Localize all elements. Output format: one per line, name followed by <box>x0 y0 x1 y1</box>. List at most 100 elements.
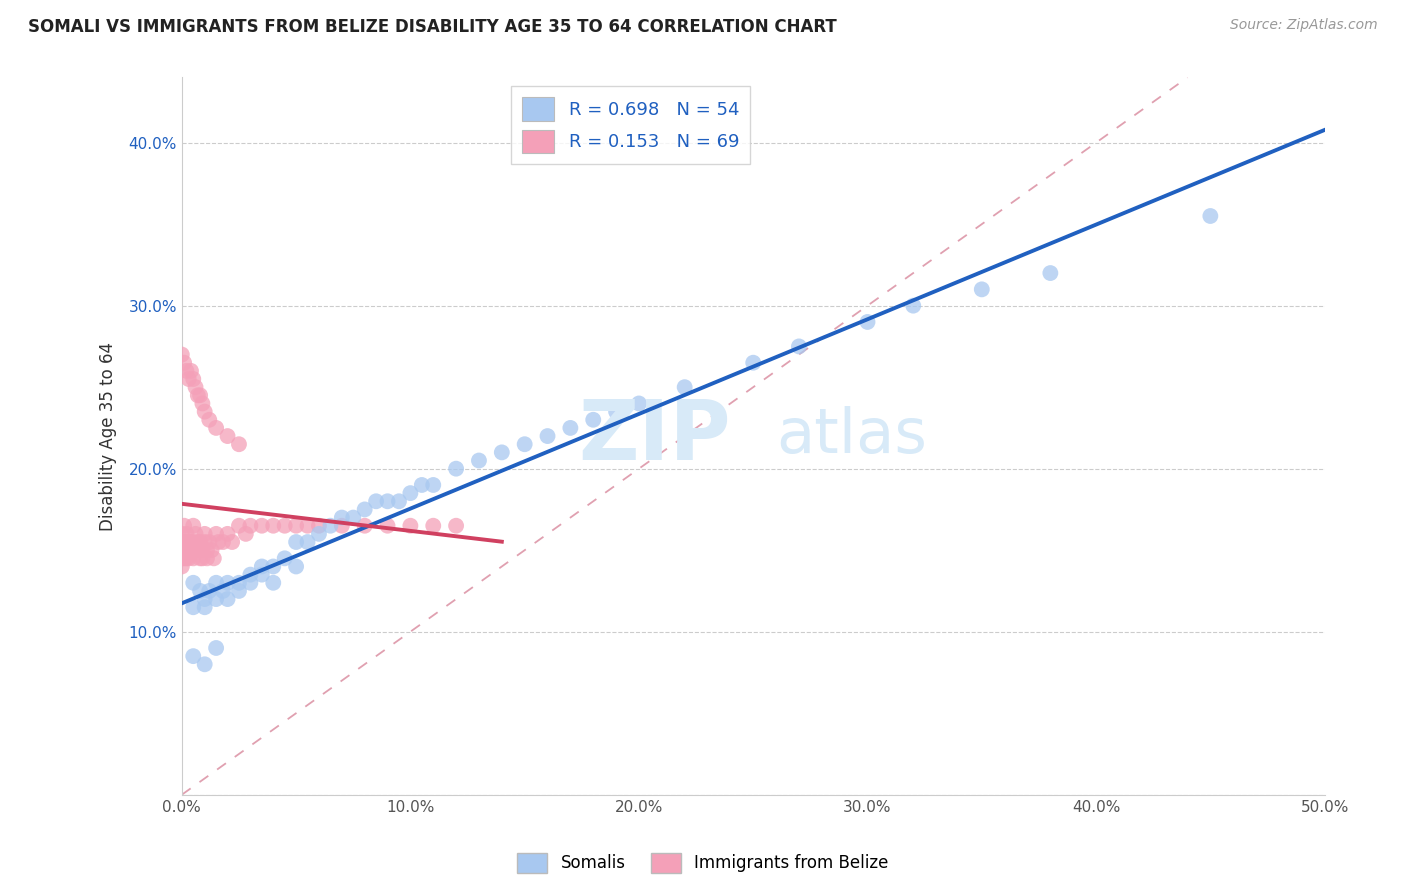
Point <box>377 518 399 533</box>
Point <box>198 583 221 598</box>
Point <box>194 404 217 418</box>
Point <box>353 518 375 533</box>
Point <box>228 518 250 533</box>
Point <box>262 559 284 574</box>
Point <box>188 535 211 549</box>
Point <box>200 543 222 558</box>
Point <box>228 583 250 598</box>
Point <box>239 567 262 582</box>
Point <box>188 388 211 402</box>
Point <box>173 356 195 370</box>
Point <box>217 575 239 590</box>
Point <box>194 657 217 672</box>
Point <box>627 396 650 410</box>
Point <box>194 527 217 541</box>
Point <box>176 551 198 566</box>
Point <box>366 494 388 508</box>
Point <box>228 575 250 590</box>
Point <box>202 551 225 566</box>
Point <box>308 527 330 541</box>
Point <box>198 413 221 427</box>
Point <box>513 437 536 451</box>
Point <box>239 518 262 533</box>
Point <box>212 535 235 549</box>
Point <box>188 583 211 598</box>
Point <box>411 478 433 492</box>
Point <box>205 592 228 607</box>
Point <box>399 518 422 533</box>
Point <box>262 575 284 590</box>
Point <box>422 478 444 492</box>
Point <box>250 518 273 533</box>
Point <box>250 567 273 582</box>
Point <box>191 551 214 566</box>
Point <box>181 551 204 566</box>
Point <box>205 421 228 435</box>
Point <box>1199 209 1222 223</box>
Point <box>180 364 202 378</box>
Point <box>605 404 627 418</box>
Legend: Somalis, Immigrants from Belize: Somalis, Immigrants from Belize <box>510 847 896 880</box>
Point <box>181 649 204 664</box>
Point <box>176 527 198 541</box>
Point <box>194 535 217 549</box>
Point <box>903 299 925 313</box>
Point <box>217 429 239 443</box>
Point <box>330 518 353 533</box>
Text: ZIP: ZIP <box>578 395 730 476</box>
Point <box>170 535 193 549</box>
Point <box>399 486 422 500</box>
Point <box>173 518 195 533</box>
Point <box>582 413 605 427</box>
Point <box>181 518 204 533</box>
Point <box>491 445 513 459</box>
Point <box>173 551 195 566</box>
Point <box>177 372 200 386</box>
Point <box>217 527 239 541</box>
Point <box>742 356 765 370</box>
Point <box>195 543 218 558</box>
Point <box>212 583 235 598</box>
Point <box>297 535 319 549</box>
Point <box>217 592 239 607</box>
Point <box>176 535 198 549</box>
Point <box>177 543 200 558</box>
Point <box>187 535 209 549</box>
Point <box>191 543 214 558</box>
Point <box>221 535 243 549</box>
Point <box>187 388 209 402</box>
Point <box>180 543 202 558</box>
Point <box>181 600 204 615</box>
Point <box>187 543 209 558</box>
Point <box>285 535 308 549</box>
Point <box>342 510 364 524</box>
Point <box>250 559 273 574</box>
Point <box>170 559 193 574</box>
Point <box>188 551 211 566</box>
Point <box>177 535 200 549</box>
Point <box>181 535 204 549</box>
Point <box>180 535 202 549</box>
Point <box>353 502 375 516</box>
Legend: R = 0.698   N = 54, R = 0.153   N = 69: R = 0.698 N = 54, R = 0.153 N = 69 <box>510 87 749 163</box>
Point <box>377 494 399 508</box>
Point <box>207 535 229 549</box>
Point <box>319 518 342 533</box>
Point <box>170 527 193 541</box>
Point <box>205 527 228 541</box>
Point <box>184 527 207 541</box>
Point <box>444 518 467 533</box>
Point <box>177 551 200 566</box>
Point <box>388 494 411 508</box>
Point <box>673 380 696 394</box>
Point <box>297 518 319 533</box>
Point <box>195 551 218 566</box>
Y-axis label: Disability Age 35 to 64: Disability Age 35 to 64 <box>100 342 117 531</box>
Point <box>194 592 217 607</box>
Point <box>308 518 330 533</box>
Point <box>235 527 257 541</box>
Point <box>422 518 444 533</box>
Point <box>184 543 207 558</box>
Point <box>170 551 193 566</box>
Point <box>170 347 193 361</box>
